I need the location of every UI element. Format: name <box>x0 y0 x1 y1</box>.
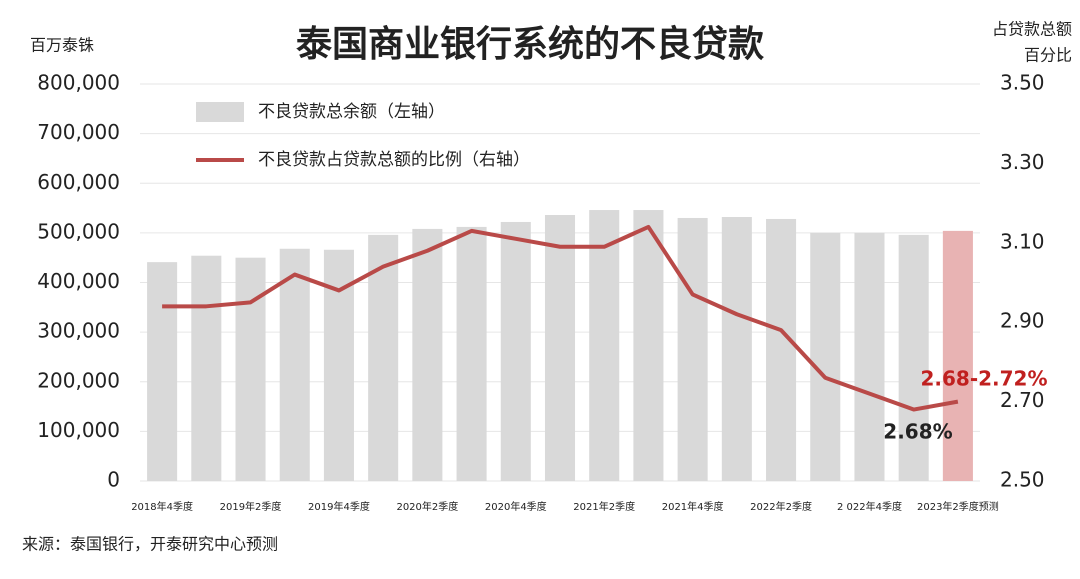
y2-tick-label: 3.10 <box>1000 229 1045 253</box>
y-tick-label: 100,000 <box>37 418 120 442</box>
annotation: 2.68% <box>883 420 952 444</box>
y2-tick-label: 3.30 <box>1000 150 1045 174</box>
annotation: 2.68-2.72% <box>920 367 1047 391</box>
source: 来源：泰国银行，开泰研究中心预测 <box>22 535 278 554</box>
x-tick-label: 2019年2季度 <box>220 500 282 513</box>
bar <box>854 232 885 481</box>
x-tick-label: 2023年2季度预测 <box>917 500 999 513</box>
bar <box>279 248 310 481</box>
bar <box>633 210 664 482</box>
y-tick-label: 700,000 <box>37 120 120 144</box>
bar <box>721 216 752 481</box>
y2-axis-label: 占贷款总额 <box>992 20 1072 39</box>
bar <box>942 230 973 481</box>
x-tick-label: 2 022年4季度 <box>837 500 902 513</box>
bar <box>589 210 620 482</box>
bar <box>677 217 708 482</box>
bar <box>235 257 266 481</box>
y2-tick-label: 2.70 <box>1000 388 1045 412</box>
x-tick-label: 2020年4季度 <box>485 500 547 513</box>
y-axis-label: 百万泰铢 <box>30 36 94 55</box>
y-tick-label: 400,000 <box>37 269 120 293</box>
legend-label: 不良贷款占贷款总额的比例（右轴） <box>258 150 530 170</box>
y-tick-label: 500,000 <box>37 219 120 243</box>
y2-tick-label: 2.90 <box>1000 309 1045 333</box>
line <box>162 224 959 412</box>
y2-tick-label: 2.50 <box>1000 468 1045 492</box>
y2-tick-label: 3.50 <box>1000 71 1045 95</box>
x-tick-label: 2020年2季度 <box>396 500 458 513</box>
bar <box>368 234 399 481</box>
y2-axis-label: 百分比 <box>1024 46 1072 65</box>
y-tick-label: 800,000 <box>37 71 120 95</box>
bar <box>191 255 222 481</box>
y-tick-label: 200,000 <box>37 368 120 392</box>
y-tick-label: 300,000 <box>37 319 120 343</box>
bar <box>766 218 797 482</box>
x-tick-label: 2021年4季度 <box>662 500 724 513</box>
x-tick-label: 2019年4季度 <box>308 500 370 513</box>
bar <box>898 234 929 481</box>
legend-swatch <box>196 102 244 122</box>
bar <box>500 221 531 481</box>
bar <box>412 228 443 481</box>
chart-title: 泰国商业银行系统的不良贷款 <box>296 24 764 65</box>
bar <box>810 232 841 481</box>
x-tick-label: 2021年2季度 <box>573 500 635 513</box>
legend-label: 不良贷款总余额（左轴） <box>258 102 445 122</box>
y-tick-label: 0 <box>107 468 120 492</box>
x-tick-label: 2022年2季度 <box>750 500 812 513</box>
x-tick-label: 2018年4季度 <box>131 500 193 513</box>
bar <box>456 226 487 481</box>
bar <box>147 262 178 481</box>
y-tick-label: 600,000 <box>37 170 120 194</box>
bar <box>544 215 576 481</box>
